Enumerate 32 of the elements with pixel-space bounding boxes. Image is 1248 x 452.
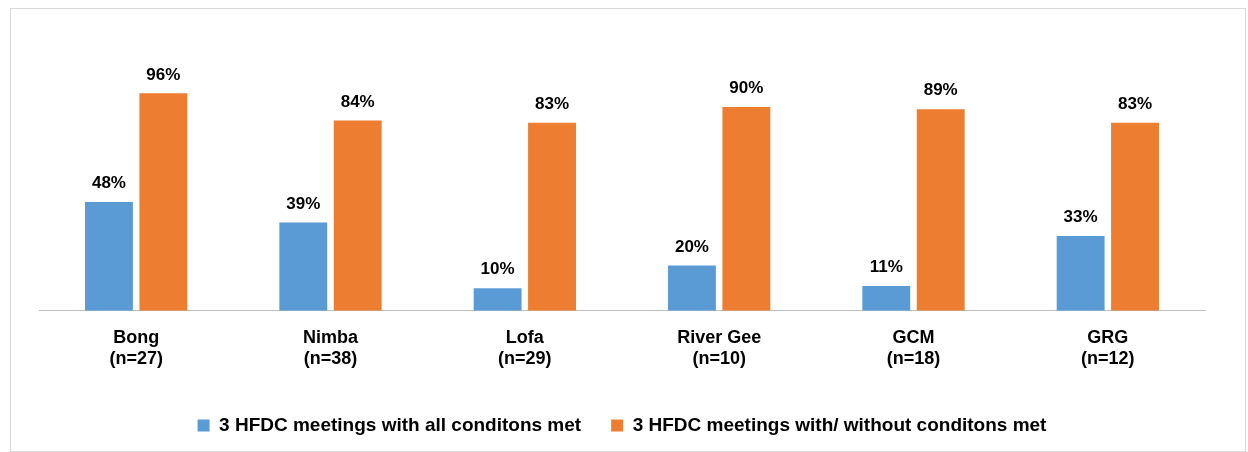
data-label: 83% (1118, 93, 1153, 113)
legend-label: 3 HFDC meetings with all conditons met (219, 413, 582, 435)
data-label: 89% (923, 80, 958, 100)
bar (333, 120, 382, 311)
data-label: 48% (91, 173, 126, 193)
bar (473, 288, 522, 311)
bar (1111, 122, 1159, 311)
data-label: 33% (1063, 207, 1098, 227)
x-tick-label: GCM (n=18) (886, 326, 941, 369)
bar (862, 285, 911, 311)
x-tick-label: River Gee (n=10) (677, 326, 762, 369)
bar (916, 109, 965, 311)
legend-label: 3 HFDC meetings with/ without conditons met (632, 413, 1048, 435)
bar (139, 93, 188, 311)
data-label: 11% (869, 257, 903, 277)
bar (85, 202, 133, 311)
data-label: 39% (286, 193, 321, 213)
data-label: 20% (674, 236, 709, 256)
data-label: 84% (340, 91, 375, 111)
bar (279, 222, 328, 311)
x-tick-label: GRG (n=12) (1081, 326, 1135, 369)
bar (528, 122, 576, 311)
bar (1056, 236, 1105, 311)
data-label: 10% (480, 259, 515, 279)
data-label: 90% (729, 78, 764, 98)
x-tick-label: Nimba (n=38) (302, 326, 359, 369)
bar (668, 265, 716, 311)
bar (722, 106, 771, 311)
data-label: 83% (535, 93, 570, 113)
x-tick-label: Lofa (n=29) (498, 326, 552, 369)
data-label: 96% (146, 64, 181, 84)
x-tick-label: Bong (n=27) (109, 326, 163, 369)
